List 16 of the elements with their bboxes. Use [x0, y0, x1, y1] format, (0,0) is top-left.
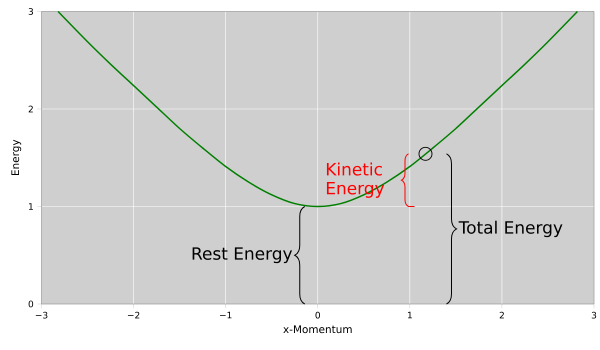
x-tick-label: −1 — [220, 312, 232, 318]
x-tick-label: 2 — [500, 312, 504, 318]
y-tick-label: 3 — [28, 8, 34, 15]
x-tick-label: 3 — [592, 312, 596, 319]
x-tick-label: 0 — [315, 312, 320, 319]
y-tick-label: 1 — [29, 203, 33, 210]
x-tick-label: −2 — [128, 312, 140, 318]
x-tick-label: −3 — [36, 312, 48, 319]
x-axis-title: x-Momentum — [283, 325, 352, 334]
annotation: Total Energy — [458, 220, 562, 238]
line-series — [57, 10, 578, 208]
y-axis-title: Energy — [11, 140, 22, 176]
y-tick-label: 0 — [28, 300, 34, 308]
annotation: Rest Energy — [192, 247, 292, 264]
y-tick-label: 2 — [28, 106, 33, 112]
x-tick-label: 1 — [408, 312, 412, 318]
